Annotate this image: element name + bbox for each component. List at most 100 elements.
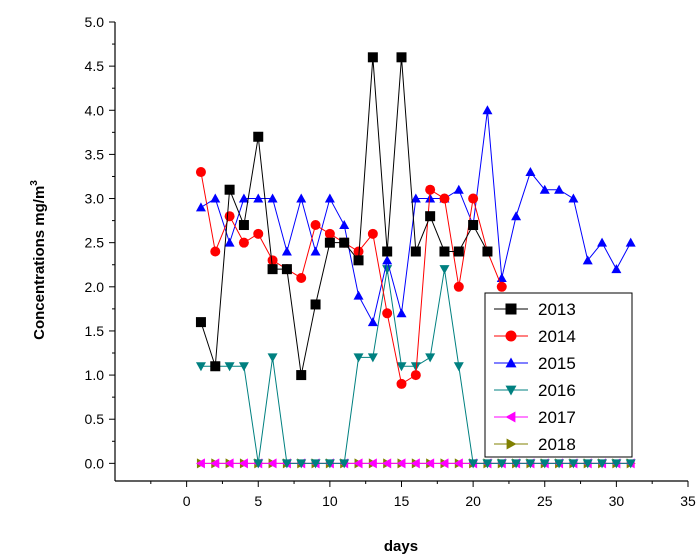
legend-marker xyxy=(505,385,517,396)
data-point-2016 xyxy=(554,459,565,469)
data-point-2013 xyxy=(253,131,264,142)
legend-label: 2013 xyxy=(538,300,576,319)
data-point-2013 xyxy=(310,299,321,310)
data-point-2016 xyxy=(453,362,464,372)
legend-label: 2015 xyxy=(538,354,576,373)
x-tick-label: 30 xyxy=(609,493,625,509)
data-point-2016 xyxy=(281,459,292,469)
x-tick-label: 0 xyxy=(183,493,191,509)
data-point-2015 xyxy=(568,193,579,203)
data-point-2014 xyxy=(210,246,221,257)
data-point-2015 xyxy=(238,193,249,203)
legend-label: 2016 xyxy=(538,381,576,400)
legend-item-2017: 2017 xyxy=(494,408,576,427)
data-point-2015 xyxy=(625,237,636,247)
y-axis-title-sup: 3 xyxy=(29,180,40,186)
data-point-2017 xyxy=(195,458,205,469)
data-point-2015 xyxy=(511,211,522,221)
data-point-2014 xyxy=(468,193,479,204)
data-point-2014 xyxy=(382,308,393,319)
data-point-2013 xyxy=(238,220,249,231)
data-point-2016 xyxy=(324,459,335,469)
data-point-2017 xyxy=(210,458,220,469)
x-tick-label: 15 xyxy=(394,493,410,509)
data-point-2015 xyxy=(224,237,235,247)
data-point-2013 xyxy=(296,370,307,381)
data-point-2016 xyxy=(224,362,235,372)
data-point-2013 xyxy=(396,52,407,63)
data-point-2014 xyxy=(425,184,436,195)
data-point-2015 xyxy=(210,193,221,203)
data-point-2014 xyxy=(453,281,464,292)
data-point-2016 xyxy=(482,459,493,469)
data-point-2015 xyxy=(410,193,421,203)
y-ticks: 0.0 0.5 1.0 1.5 2.0 2.5 3.0 3.5 4.0 4.5 5.0 xyxy=(85,14,115,471)
legend-marker xyxy=(506,438,517,450)
data-point-2014 xyxy=(238,237,249,248)
data-point-2015 xyxy=(611,264,622,274)
series-2013 xyxy=(195,52,493,381)
data-point-2017 xyxy=(410,458,420,469)
data-point-2014 xyxy=(410,370,421,381)
data-point-2015 xyxy=(253,193,264,203)
legend: 2013 2014 2015 2016 2017 2018 xyxy=(484,292,633,458)
data-point-2016 xyxy=(468,459,479,469)
data-point-2013 xyxy=(425,211,436,222)
data-point-2016 xyxy=(253,459,264,469)
x-tick-label: 5 xyxy=(254,493,262,509)
series-2015 xyxy=(195,105,636,327)
y-tick-label: 4.0 xyxy=(85,102,105,118)
data-point-2015 xyxy=(482,105,493,115)
legend-marker xyxy=(505,357,517,368)
data-point-2017 xyxy=(453,458,463,469)
series-2014 xyxy=(195,167,507,389)
data-point-2014 xyxy=(310,220,321,231)
legend-marker xyxy=(505,411,516,423)
series-layer xyxy=(195,52,636,469)
series-line-2015 xyxy=(200,110,632,324)
x-tick-label: 25 xyxy=(537,493,553,509)
data-point-2013 xyxy=(410,246,421,257)
data-point-2016 xyxy=(525,459,536,469)
data-point-2016 xyxy=(367,353,378,363)
data-point-2013 xyxy=(267,264,278,275)
data-point-2016 xyxy=(625,459,636,469)
legend-label: 2017 xyxy=(538,408,576,427)
series-line-2013 xyxy=(200,57,488,376)
data-point-2013 xyxy=(382,246,393,257)
data-point-2017 xyxy=(425,458,435,469)
legend-item-2015: 2015 xyxy=(494,354,576,373)
data-point-2013 xyxy=(468,220,479,231)
y-axis-title: Concentrations mg/m3 xyxy=(29,180,48,340)
data-point-2015 xyxy=(324,193,335,203)
data-point-2016 xyxy=(496,459,507,469)
legend-label: 2018 xyxy=(538,435,576,454)
data-point-2016 xyxy=(238,362,249,372)
data-point-2016 xyxy=(195,362,206,372)
y-tick-label: 5.0 xyxy=(85,14,105,30)
y-tick-label: 0.5 xyxy=(85,411,105,427)
data-point-2015 xyxy=(554,184,565,194)
data-point-2017 xyxy=(439,458,449,469)
x-tick-label: 20 xyxy=(465,493,481,509)
data-point-2013 xyxy=(339,237,350,248)
legend-item-2013: 2013 xyxy=(494,300,576,319)
data-point-2016 xyxy=(582,459,593,469)
data-point-2014 xyxy=(353,246,364,257)
data-point-2015 xyxy=(453,184,464,194)
legend-marker xyxy=(505,303,517,315)
data-point-2017 xyxy=(353,458,363,469)
data-point-2016 xyxy=(396,362,407,372)
data-point-2014 xyxy=(367,228,378,239)
data-point-2017 xyxy=(238,458,248,469)
legend-item-2014: 2014 xyxy=(494,327,576,346)
data-point-2014 xyxy=(496,281,507,292)
data-point-2015 xyxy=(339,220,350,230)
data-point-2016 xyxy=(439,265,450,275)
y-tick-label: 4.5 xyxy=(85,58,105,74)
data-point-2013 xyxy=(195,317,206,328)
data-point-2015 xyxy=(525,167,536,177)
y-tick-label: 2.5 xyxy=(85,235,105,251)
data-point-2013 xyxy=(224,184,235,195)
